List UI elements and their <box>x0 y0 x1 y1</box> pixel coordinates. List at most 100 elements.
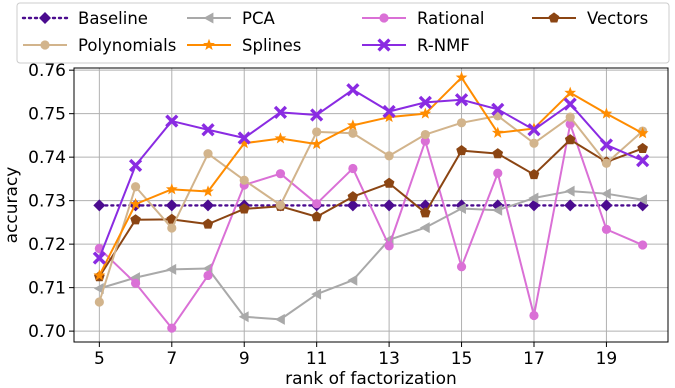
point-vectors <box>383 177 395 188</box>
point-r-nmf <box>636 154 650 168</box>
legend-label: Polynomials <box>78 36 176 55</box>
point-rational <box>348 163 358 174</box>
point-r-nmf <box>273 105 288 119</box>
point-polynomials <box>275 200 286 210</box>
point-r-nmf <box>491 102 505 116</box>
x-tick-label: 11 <box>306 349 328 369</box>
legend-marker <box>377 38 391 52</box>
point-r-nmf <box>310 108 324 122</box>
point-splines <box>129 197 142 210</box>
legend-marker <box>40 40 50 50</box>
y-tick-label: 0.75 <box>28 105 66 125</box>
legend-item-pca: PCA <box>187 9 275 28</box>
point-splines <box>202 185 214 197</box>
series-rational <box>94 119 648 333</box>
point-baseline <box>202 199 215 212</box>
y-tick-label: 0.70 <box>28 322 66 342</box>
point-splines <box>455 71 468 83</box>
point-r-nmf <box>92 251 106 265</box>
point-splines <box>419 107 432 119</box>
legend-marker <box>203 12 214 24</box>
legend-label: Vectors <box>587 9 648 28</box>
point-polynomials <box>167 223 177 233</box>
point-rational <box>456 262 467 272</box>
point-rational <box>529 310 539 321</box>
point-r-nmf <box>418 95 432 109</box>
x-tick-label: 9 <box>239 349 250 369</box>
point-splines <box>600 107 613 119</box>
point-pca <box>311 288 322 300</box>
point-r-nmf <box>201 123 215 137</box>
point-r-nmf <box>563 97 577 111</box>
point-r-nmf <box>382 104 396 119</box>
point-splines <box>636 127 649 139</box>
x-axis-label: rank of factorization <box>285 369 457 388</box>
legend-item-rational: Rational <box>362 9 485 28</box>
point-vectors <box>130 214 141 225</box>
series-line-rational <box>98 123 644 330</box>
point-vectors <box>202 218 214 229</box>
point-vectors <box>637 142 648 153</box>
series-lines <box>92 71 650 333</box>
point-polynomials <box>601 158 612 168</box>
point-pca <box>93 283 104 295</box>
series-pca <box>93 185 648 325</box>
legend-frame <box>16 2 670 64</box>
series-r-nmf <box>92 83 650 265</box>
point-r-nmf <box>165 114 179 128</box>
point-rational <box>203 270 213 281</box>
point-pca <box>456 202 466 214</box>
legend-label: R-NMF <box>417 36 470 55</box>
y-tick-label: 0.73 <box>28 192 66 212</box>
point-baseline <box>165 199 178 212</box>
x-tick-label: 13 <box>378 349 400 369</box>
point-vectors <box>420 207 431 218</box>
point-pca <box>528 192 539 204</box>
point-rational <box>638 240 648 250</box>
point-pca <box>564 185 575 197</box>
series-line-r-nmf <box>98 88 644 259</box>
point-pca <box>637 194 648 206</box>
point-splines <box>274 132 287 144</box>
point-polynomials <box>348 128 358 138</box>
point-vectors <box>456 145 467 156</box>
y-tick-label: 0.71 <box>28 279 66 299</box>
legend-marker <box>379 13 389 23</box>
point-baseline <box>93 199 106 212</box>
point-r-nmf <box>237 131 251 145</box>
point-r-nmf <box>527 123 541 137</box>
y-tick-label: 0.76 <box>28 61 66 81</box>
point-rational <box>312 199 322 209</box>
point-rational <box>167 323 177 333</box>
legend-label: Splines <box>242 36 301 55</box>
legend-label: Baseline <box>78 9 148 28</box>
legend-item-r-nmf: R-NMF <box>362 36 470 55</box>
legend-marker <box>548 12 560 23</box>
point-polynomials <box>384 151 394 161</box>
x-tick-label: 5 <box>94 349 105 369</box>
legend-marker <box>39 12 51 24</box>
point-splines <box>93 269 106 281</box>
point-r-nmf <box>128 158 143 173</box>
point-r-nmf <box>599 138 614 152</box>
point-rational <box>130 278 141 288</box>
point-splines <box>165 183 178 195</box>
point-polynomials <box>565 112 575 122</box>
plot-frame <box>73 67 669 343</box>
point-vectors <box>311 211 322 222</box>
point-polynomials <box>312 127 322 137</box>
point-pca <box>600 188 611 200</box>
axis-ticks: 5 7 9 11 13 15 17 19 0.70 0.71 0.72 0.73 0.74 0.75 0.7… <box>28 61 617 369</box>
point-rational <box>275 169 286 179</box>
point-splines <box>238 137 251 149</box>
x-tick-label: 15 <box>451 349 473 369</box>
series-line-pca <box>99 190 643 321</box>
x-tick-label: 19 <box>596 349 618 369</box>
y-tick-label: 0.74 <box>28 148 66 168</box>
series-line-vectors <box>98 138 643 278</box>
point-rational <box>420 136 430 146</box>
point-vectors <box>492 148 504 159</box>
legend-label: Rational <box>417 9 485 28</box>
y-tick-label: 0.72 <box>28 235 66 255</box>
